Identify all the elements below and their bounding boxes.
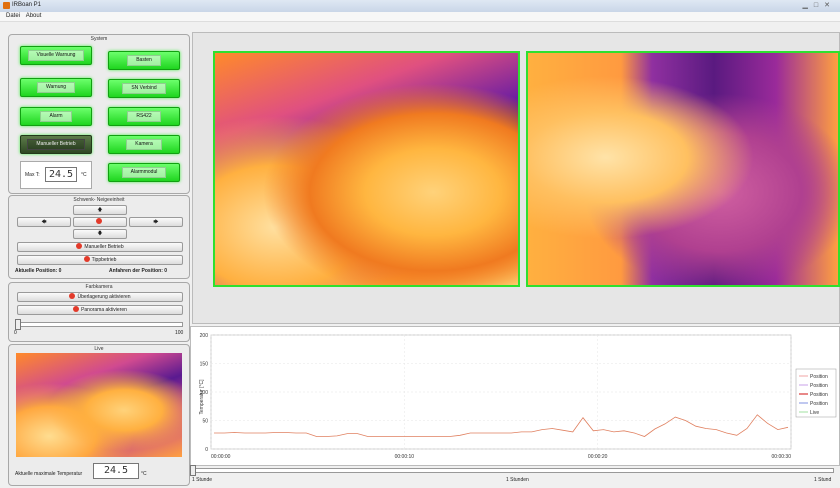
stop-icon [76, 243, 83, 249]
x-tick-label: 00:00:20 [588, 454, 608, 460]
window-title: IRBoan P1 [12, 2, 42, 8]
y-tick-label: 0 [205, 447, 208, 453]
pan-left-button[interactable]: 🡄 [17, 217, 71, 227]
x-tick-label: 00:00:00 [211, 454, 231, 460]
sn-connect-button[interactable]: SN Verbind [108, 79, 180, 98]
jog-mode-button[interactable]: Tippbetrieb [17, 255, 183, 265]
alarm-module-button[interactable]: Alarmmodul [108, 163, 180, 182]
menu-bar: Datei About [0, 12, 840, 22]
y-tick-label: 50 [202, 419, 208, 425]
stop-button[interactable] [73, 217, 127, 227]
y-axis-label: Temperatur [°C] [199, 379, 205, 415]
temperature-chart-panel: Temperatur [°C] 200 150 100 50 0 00:00:00 00:0… [190, 326, 840, 466]
arrow-up-icon: 🡅 [97, 207, 103, 213]
menu-datei[interactable]: Datei [6, 13, 21, 19]
max-temp-label: Max T: [25, 172, 40, 178]
color-camera-title: Farbkamera [85, 284, 113, 290]
x-tick-label: 00:00:30 [772, 454, 792, 460]
opacity-slider-thumb[interactable] [15, 319, 21, 330]
live-thermal-image [16, 353, 182, 457]
y-tick-label: 150 [200, 362, 209, 368]
legend-label: Position [810, 374, 828, 380]
x-tick-label: 00:00:10 [395, 454, 415, 460]
manual-operation-button[interactable]: Manueller Betrieb [17, 242, 183, 252]
live-temp-label: Aktuelle maximale Temperatur [15, 471, 83, 477]
overlay-activate-button[interactable]: Überlagerung aktivieren [17, 292, 183, 302]
time-slider-area: 1 Stunde 1 Stunden 1 Stund [190, 465, 838, 486]
series-line-live [214, 414, 789, 437]
thermal-view-panel [192, 32, 840, 324]
legend-label: Live [810, 410, 819, 416]
arrow-left-icon: 🡄 [41, 219, 47, 225]
alarm-button[interactable]: Alarm [20, 107, 92, 126]
warning-button[interactable]: Warnung [20, 78, 92, 97]
legend-label: Position [810, 392, 828, 398]
app-icon [3, 2, 10, 9]
legend-box [795, 368, 837, 418]
thermal-camera-view-2[interactable] [526, 51, 840, 287]
tilt-up-button[interactable]: 🡅 [73, 205, 127, 215]
legend-label: Position [810, 383, 828, 389]
slider-max-label: 100 [175, 330, 184, 336]
time-label-mid: 1 Stunden [506, 477, 529, 483]
temperature-chart: Temperatur [°C] 200 150 100 50 000:00:00 00:0… [199, 333, 837, 460]
chart-legend: Position Position Position Position Live [795, 368, 837, 418]
target-position-label: Anfahren der Position: 0 [109, 268, 168, 274]
live-temp-unit: °C [141, 471, 147, 477]
arrow-right-icon: 🡆 [153, 219, 159, 225]
pan-right-button[interactable]: 🡆 [129, 217, 183, 227]
visual-warning-button[interactable]: Visuelle Warnung [20, 46, 92, 65]
live-temp-display: 24.5 [93, 463, 139, 479]
time-label-right: 1 Stund [814, 477, 832, 483]
slider-min-label: 0 [14, 330, 17, 336]
arrow-down-icon: 🡇 [97, 231, 103, 237]
current-position-label: Aktuelle Position: 0 [15, 268, 62, 274]
rs422-button[interactable]: RS422 [108, 107, 180, 126]
thermal-camera-view-1[interactable] [213, 51, 520, 287]
system-group: System Visuelle Warnung Warnung Alarm Ma… [8, 34, 190, 194]
time-label-left: 1 Stunde [192, 477, 213, 483]
max-temp-display: 24.5 [45, 167, 77, 182]
menu-about[interactable]: About [25, 13, 42, 19]
y-tick-label: 200 [200, 333, 209, 339]
pan-tilt-title: Schwenk- Neigeeinheit [73, 197, 125, 203]
stop-icon [73, 306, 80, 312]
stop-icon [69, 293, 76, 299]
opacity-slider[interactable] [15, 322, 183, 327]
max-temp-box: Max T: 24.5 °C [20, 161, 92, 189]
stop-icon [83, 256, 90, 262]
manual-mode-button[interactable]: Manueller Betrieb [20, 135, 92, 154]
live-title: Live [94, 346, 104, 352]
panorama-activate-button[interactable]: Panorama aktivieren [17, 305, 183, 315]
y-tick-label: 100 [200, 390, 209, 396]
title-bar: IRBoan P1 ▁□✕ [0, 0, 840, 12]
pan-tilt-group: Schwenk- Neigeeinheit 🡅 🡄 🡆 🡇 Manueller … [8, 195, 190, 279]
camera-button[interactable]: Kamera [108, 135, 180, 154]
system-title: System [90, 36, 108, 42]
time-range-slider-thumb[interactable] [190, 465, 196, 476]
live-group: Live Aktuelle maximale Temperatur 24.5 °… [8, 344, 190, 486]
time-range-slider[interactable] [192, 468, 834, 473]
max-temp-unit: °C [81, 172, 87, 178]
legend-label: Position [810, 401, 828, 407]
color-camera-group: Farbkamera Überlagerung aktivieren Panor… [8, 282, 190, 342]
window-controls[interactable]: ▁□✕ [802, 2, 836, 9]
tilt-down-button[interactable]: 🡇 [73, 229, 127, 239]
stop-icon [96, 218, 102, 224]
basten-button[interactable]: Basten [108, 51, 180, 70]
